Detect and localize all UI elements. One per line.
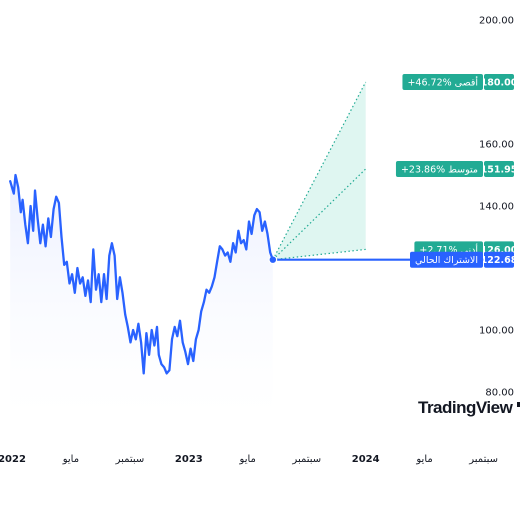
target-badge-1-label: +46.72% أقصى (407, 76, 478, 89)
target-badge-1-value-box (484, 74, 514, 90)
target-badge-2-label: +23.86% متوسط (401, 164, 478, 175)
current-price-badge-label: الاشتراك الحالي (415, 255, 478, 266)
x-tick-label: سبتمبر (115, 454, 145, 465)
y-tick-label: 100.00 (479, 326, 514, 337)
target-badge-1-label-box (402, 74, 483, 90)
current-price-badge-value: 122.68 (481, 255, 518, 266)
x-tick-label: سبتمبر (291, 454, 321, 465)
target-badge-1-value: 180.00 (481, 78, 518, 89)
target-badge-2-value: 151.95 (481, 164, 518, 175)
y-tick-label: 160.00 (479, 140, 514, 151)
forecast-target-line-2 (272, 168, 367, 261)
x-tick-label: سبتمبر (468, 454, 498, 465)
target-badge-1: 180.00+46.72% أقصى (402, 74, 518, 90)
y-tick-label: 200.00 (479, 16, 514, 27)
target-badge-2-value-box (484, 160, 514, 177)
logo-text: TradingView (418, 398, 513, 417)
tradingview-mark-icon (517, 402, 520, 407)
forecast-target-line-1 (272, 81, 367, 260)
target-badge-2-label-box (395, 160, 483, 177)
x-tick-label: مايو (415, 454, 432, 465)
current-price-badge-value-box (484, 251, 514, 268)
x-tick-label: 2022 (0, 454, 26, 465)
x-tick-label: مايو (62, 454, 79, 465)
y-tick-label: 140.00 (479, 202, 514, 213)
tradingview-logo: TradingView (418, 398, 520, 418)
price-line-series-1 (9, 173, 274, 375)
target-badge-2: 151.95+23.86% متوسط (395, 160, 518, 177)
x-tick-label: 2023 (175, 454, 203, 465)
current-price-badge-label-box (410, 251, 483, 268)
x-tick-label: مايو (239, 454, 256, 465)
x-tick-label: 2024 (352, 454, 380, 465)
price-area-fill (10, 175, 273, 420)
target-badge-3-value: 126.00 (481, 245, 518, 256)
y-tick-label: 80.00 (485, 388, 514, 399)
